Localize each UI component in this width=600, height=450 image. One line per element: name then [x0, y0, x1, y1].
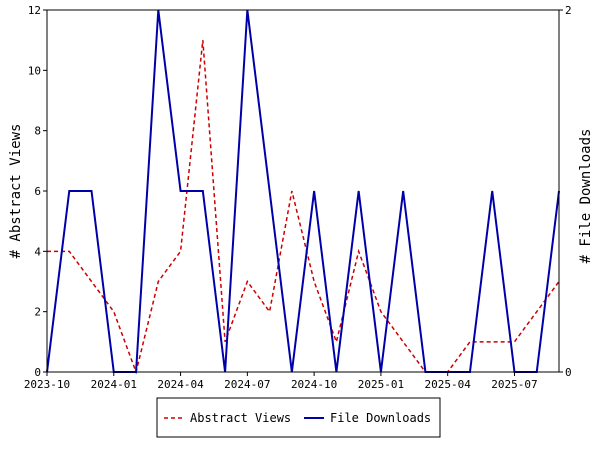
x-tick-label: 2024-01	[91, 378, 137, 391]
y-axis-title: # Abstract Views	[8, 124, 24, 259]
series-line-abstract-views	[47, 40, 560, 375]
y2-tick-label: 0	[565, 366, 572, 379]
x-tick-label: 2025-07	[491, 378, 537, 391]
y2-tick-label: 2	[565, 4, 572, 17]
x-tick-label: 2025-04	[425, 378, 472, 391]
legend-box	[156, 397, 441, 438]
plot-frame	[46, 9, 560, 373]
y2-axis-title: # File Downloads	[578, 129, 594, 264]
y-tick-label: 0	[34, 366, 41, 379]
legend-label-file-downloads: File Downloads	[330, 411, 431, 425]
x-tick-label: 2024-04	[157, 378, 204, 391]
legend: Abstract Views File Downloads	[156, 397, 441, 438]
y-tick-label: 12	[28, 4, 41, 17]
x-tick-label: 2025-01	[358, 378, 404, 391]
y-tick-label: 2	[34, 306, 41, 319]
y-tick-label: 6	[34, 185, 41, 198]
x-tick-label: 2024-07	[224, 378, 270, 391]
legend-label-abstract-views: Abstract Views	[190, 411, 291, 425]
y-tick-label: 10	[28, 64, 41, 77]
x-tick-label: 2023-10	[24, 378, 70, 391]
series-line-file-downloads	[46, 9, 560, 373]
y-tick-label: 4	[34, 245, 41, 258]
x-tick-label: 2024-10	[291, 378, 337, 391]
y-tick-label: 8	[34, 125, 41, 138]
